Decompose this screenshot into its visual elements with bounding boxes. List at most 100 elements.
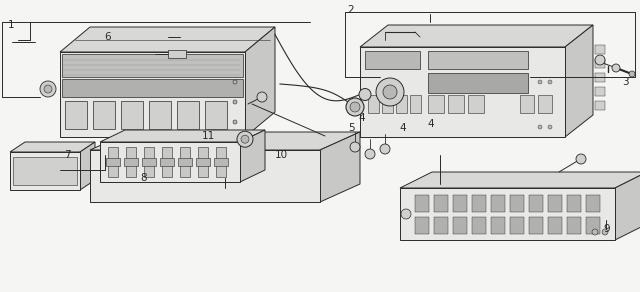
Bar xyxy=(538,95,552,113)
Bar xyxy=(198,147,208,177)
Text: 10: 10 xyxy=(275,150,288,160)
Text: 11: 11 xyxy=(202,131,214,141)
Circle shape xyxy=(629,71,635,77)
Bar xyxy=(448,95,464,113)
Circle shape xyxy=(612,64,620,72)
Bar xyxy=(360,47,565,137)
Bar xyxy=(520,95,534,113)
Circle shape xyxy=(346,98,364,116)
Circle shape xyxy=(602,229,608,235)
Bar xyxy=(10,152,80,190)
Text: 9: 9 xyxy=(604,224,610,234)
Bar xyxy=(65,101,87,129)
Bar xyxy=(491,217,505,234)
Bar xyxy=(90,150,320,202)
Text: 8: 8 xyxy=(141,173,147,183)
Bar xyxy=(62,79,243,97)
Bar xyxy=(216,147,226,177)
Circle shape xyxy=(233,120,237,124)
Bar xyxy=(453,195,467,212)
Text: 1: 1 xyxy=(8,20,15,30)
Bar xyxy=(160,158,174,166)
Circle shape xyxy=(241,135,249,143)
Circle shape xyxy=(350,102,360,112)
Circle shape xyxy=(233,100,237,104)
Bar xyxy=(121,101,143,129)
Bar xyxy=(472,217,486,234)
Bar xyxy=(468,95,484,113)
Circle shape xyxy=(376,78,404,106)
Circle shape xyxy=(592,229,598,235)
Bar xyxy=(162,147,172,177)
Bar xyxy=(60,52,245,137)
Bar xyxy=(106,158,120,166)
Bar xyxy=(126,147,136,177)
Text: 4: 4 xyxy=(428,119,434,129)
Bar xyxy=(510,217,524,234)
Text: 6: 6 xyxy=(104,32,111,41)
Polygon shape xyxy=(565,25,593,137)
Bar xyxy=(567,217,581,234)
Polygon shape xyxy=(80,142,95,190)
Bar xyxy=(595,87,605,96)
Bar xyxy=(400,188,615,240)
Polygon shape xyxy=(60,27,275,52)
Circle shape xyxy=(576,154,586,164)
Bar xyxy=(434,217,448,234)
Polygon shape xyxy=(240,130,265,182)
Circle shape xyxy=(548,80,552,84)
Bar xyxy=(168,50,186,58)
Bar xyxy=(142,158,156,166)
Polygon shape xyxy=(100,130,265,142)
Bar xyxy=(428,95,444,113)
Bar xyxy=(529,195,543,212)
Bar xyxy=(453,217,467,234)
Bar xyxy=(595,59,605,68)
Circle shape xyxy=(595,55,605,65)
Bar xyxy=(415,195,429,212)
Bar xyxy=(472,195,486,212)
Circle shape xyxy=(383,85,397,99)
Circle shape xyxy=(44,85,52,93)
Text: 3: 3 xyxy=(623,77,629,87)
Bar xyxy=(595,73,605,82)
Circle shape xyxy=(538,80,542,84)
Bar xyxy=(365,51,420,69)
Bar xyxy=(382,95,393,113)
Circle shape xyxy=(365,149,375,159)
Polygon shape xyxy=(360,25,593,47)
Bar xyxy=(62,54,243,77)
Bar xyxy=(205,101,227,129)
Bar xyxy=(13,157,77,185)
Bar xyxy=(434,195,448,212)
Bar xyxy=(177,101,199,129)
Bar xyxy=(108,147,118,177)
Text: 7: 7 xyxy=(64,150,70,160)
Circle shape xyxy=(257,92,267,102)
Bar xyxy=(93,101,115,129)
Circle shape xyxy=(233,80,237,84)
Bar xyxy=(595,101,605,110)
Bar xyxy=(529,217,543,234)
Circle shape xyxy=(548,125,552,129)
Bar xyxy=(548,195,562,212)
Circle shape xyxy=(40,81,56,97)
Polygon shape xyxy=(615,172,640,240)
Bar xyxy=(396,95,407,113)
Bar xyxy=(100,142,240,182)
Polygon shape xyxy=(400,172,640,188)
Bar xyxy=(144,147,154,177)
Bar xyxy=(410,95,421,113)
Bar xyxy=(428,73,528,93)
Polygon shape xyxy=(10,142,95,152)
Bar xyxy=(428,51,528,69)
Bar xyxy=(586,195,600,212)
Bar xyxy=(510,195,524,212)
Bar xyxy=(214,158,228,166)
Bar xyxy=(180,147,190,177)
Text: 4: 4 xyxy=(358,113,365,123)
Polygon shape xyxy=(320,132,360,202)
Bar xyxy=(586,217,600,234)
Text: 5: 5 xyxy=(348,123,355,133)
Polygon shape xyxy=(245,27,275,137)
